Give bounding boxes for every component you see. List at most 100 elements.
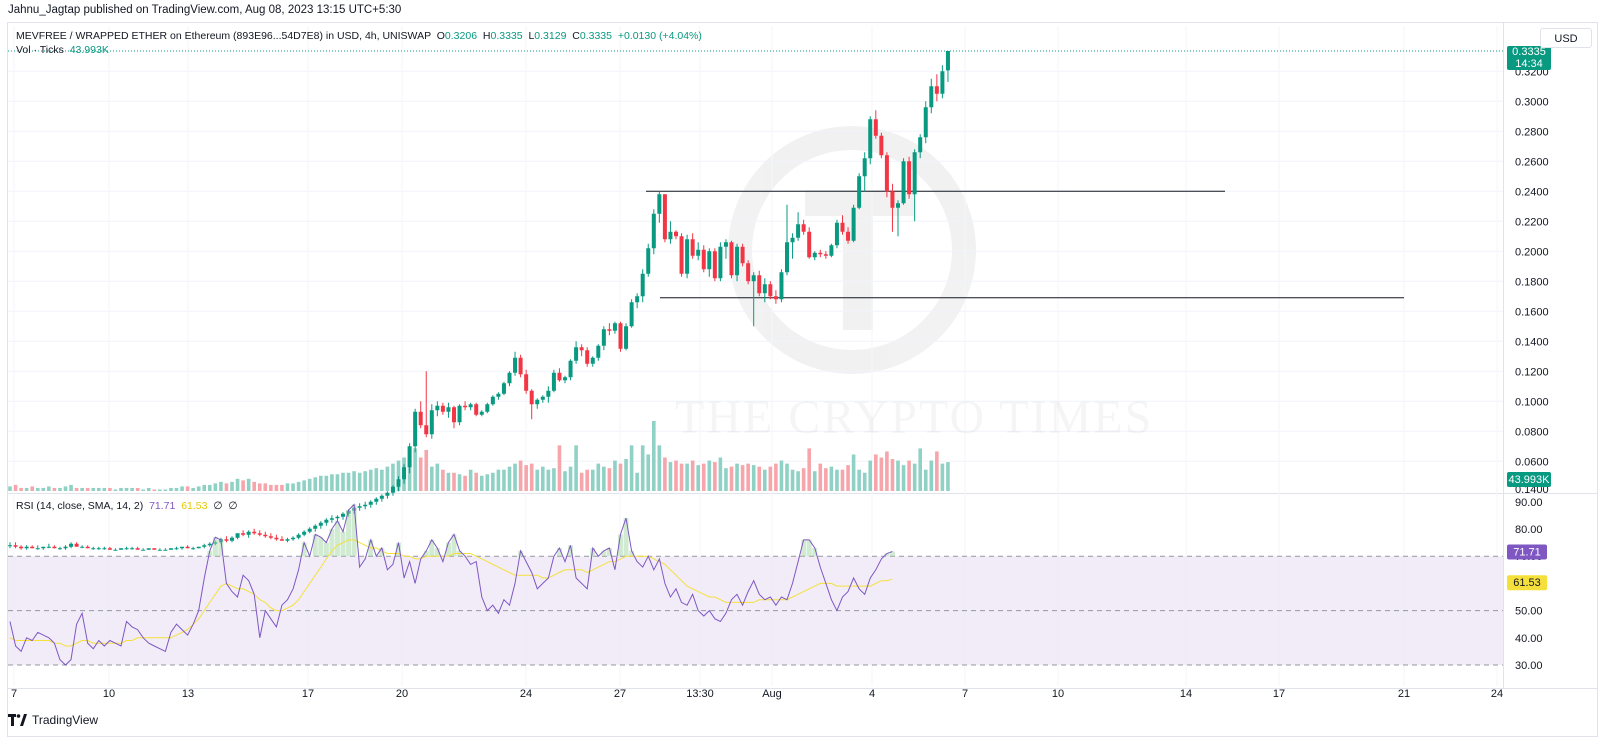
candle-body xyxy=(679,236,684,274)
volume-bar xyxy=(80,487,84,491)
volume-bar xyxy=(890,459,895,491)
volume-bar xyxy=(746,463,750,491)
volume-bar xyxy=(474,472,478,491)
volume-bar xyxy=(635,472,639,491)
candle-body xyxy=(929,86,934,108)
candle-body xyxy=(846,231,851,241)
candle-body xyxy=(718,246,723,279)
volume-bar xyxy=(352,471,356,491)
high-value: 0.3335 xyxy=(490,30,523,42)
volume-bar xyxy=(368,469,373,491)
candle-body xyxy=(890,191,895,208)
candle-body xyxy=(8,545,12,547)
candle-body xyxy=(379,495,384,499)
price-tick-label: 0.1600 xyxy=(1515,306,1549,318)
candle-body xyxy=(85,546,90,549)
volume-bar xyxy=(901,465,906,491)
candle-body xyxy=(596,345,601,358)
volume-bar xyxy=(418,457,423,491)
candle-body xyxy=(618,323,623,349)
volume-bar xyxy=(435,463,440,491)
volume-bar xyxy=(724,468,728,491)
volume-bar xyxy=(846,465,850,491)
rsi-sma-badge-text: 61.53 xyxy=(1513,577,1541,589)
candle-body xyxy=(857,176,862,208)
volume-bar xyxy=(840,469,845,491)
volume-badge-text: 43.993K xyxy=(1509,474,1551,486)
rsi-tick-label: 40.00 xyxy=(1515,633,1543,645)
main-legend: MEVFREE / WRAPPED ETHER on Ethereum (893… xyxy=(16,30,702,42)
candle-body xyxy=(696,249,701,256)
candle-body xyxy=(635,296,640,303)
volume-bar xyxy=(640,445,645,491)
volume-bar xyxy=(269,484,273,491)
candle-body xyxy=(246,531,251,535)
volume-bar xyxy=(385,466,390,491)
candle-body xyxy=(629,302,634,327)
volume-label[interactable]: Vol · Ticks xyxy=(16,44,64,56)
candle-body xyxy=(157,549,162,551)
candle-body xyxy=(141,549,146,551)
published-info: Jahnu_Jagtap published on TradingView.co… xyxy=(8,4,402,16)
candle-body xyxy=(168,548,173,550)
candle-body xyxy=(202,545,207,547)
candle-body xyxy=(518,357,523,375)
volume-bar xyxy=(496,469,501,491)
candle-body xyxy=(252,531,257,534)
candle-body xyxy=(279,539,284,541)
volume-bar xyxy=(707,460,712,491)
volume-bar xyxy=(302,480,306,491)
volume-bar xyxy=(30,486,34,491)
volume-bar xyxy=(912,463,917,491)
price-tick-label: 0.2600 xyxy=(1515,156,1549,168)
candle-body xyxy=(291,537,296,540)
candle-body xyxy=(557,372,562,381)
rsi-label[interactable]: RSI (14, close, SMA, 14, 2) xyxy=(16,500,144,512)
symbol-title[interactable]: MEVFREE / WRAPPED ETHER on Ethereum (893… xyxy=(16,30,431,42)
chart-frame xyxy=(7,22,1598,737)
candle-body xyxy=(185,546,190,549)
change-value: +0.0130 (+4.04%) xyxy=(617,30,702,42)
candle-body xyxy=(191,548,196,550)
volume-bar xyxy=(646,454,651,491)
watermark: THE CRYPTO TIMES xyxy=(675,390,1153,445)
price-tick-label: 0.2400 xyxy=(1515,186,1549,198)
candle-body xyxy=(546,390,551,397)
candle-body xyxy=(180,546,185,549)
candle-body xyxy=(124,548,129,550)
volume-bar xyxy=(285,483,290,491)
candle-body xyxy=(746,263,751,282)
candle-body xyxy=(113,549,118,551)
rsi-extra-1: ∅ xyxy=(213,500,223,512)
candle-body xyxy=(390,486,395,493)
candle-body xyxy=(102,548,107,550)
candle-body xyxy=(96,548,101,550)
candle-body xyxy=(501,383,506,394)
candle-body xyxy=(130,548,135,550)
volume-bar xyxy=(868,460,873,491)
volume-bar xyxy=(441,469,445,491)
volume-bar xyxy=(940,463,945,491)
volume-bar xyxy=(701,463,706,491)
volume-bar xyxy=(213,483,218,491)
volume-bar xyxy=(874,454,878,491)
candle-body xyxy=(712,251,717,279)
candle-body xyxy=(63,546,68,549)
tradingview-logo[interactable]: TradingView xyxy=(8,713,98,727)
rsi-sma-line xyxy=(9,539,893,647)
candle-body xyxy=(341,513,345,517)
candle-body xyxy=(640,273,645,297)
volume-bar xyxy=(102,487,107,491)
volume-bar xyxy=(485,474,490,491)
volume-bar xyxy=(574,445,578,491)
volume-bar xyxy=(657,445,662,491)
volume-bar xyxy=(74,487,79,491)
candle-body xyxy=(285,539,290,541)
volume-bar xyxy=(346,472,351,491)
volume-bar xyxy=(690,460,695,491)
volume-bar xyxy=(513,463,517,491)
currency-button[interactable]: USD xyxy=(1540,28,1592,48)
volume-bar xyxy=(246,478,251,491)
